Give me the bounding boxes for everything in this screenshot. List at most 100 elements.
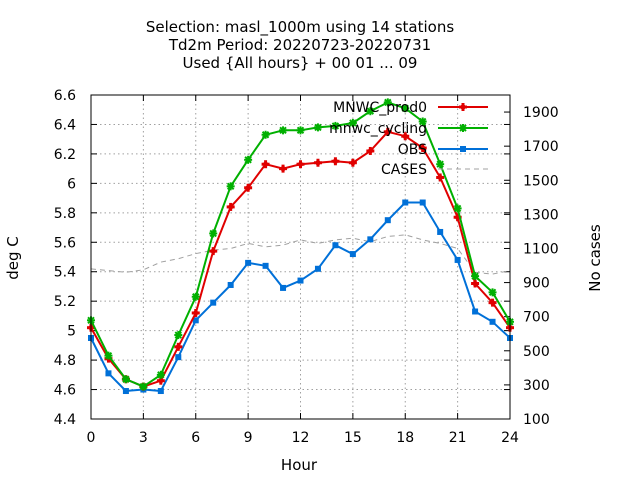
data-point [245, 259, 252, 266]
data-point [139, 382, 148, 391]
x-tick-label: 21 [449, 430, 467, 446]
data-point [348, 158, 357, 167]
y2-tick-label: 1300 [523, 207, 559, 223]
data-point [297, 277, 304, 284]
data-point [366, 107, 375, 116]
data-point [191, 308, 200, 317]
y2-tick-label: 1500 [523, 173, 559, 189]
y-axis-label: deg C [4, 236, 22, 280]
series-MNWC_prod0 [87, 127, 514, 391]
y-tick-label: 4.4 [54, 412, 76, 428]
x-tick-label: 9 [244, 430, 253, 446]
series-line [90, 234, 511, 275]
x-tick-label: 3 [139, 430, 148, 446]
data-point [261, 160, 270, 169]
title-line: Selection: masl_1000m using 14 stations [146, 18, 455, 37]
data-point [192, 317, 199, 324]
data-point [261, 130, 270, 139]
data-point [453, 204, 462, 213]
data-point [471, 279, 480, 288]
y2-tick-label: 1100 [523, 241, 559, 257]
x-tick-label: 18 [396, 430, 414, 446]
data-point [313, 123, 322, 132]
data-point [191, 292, 200, 301]
data-point [488, 298, 497, 307]
x-axis-ticks: 0 3 6 9 12 15 18 21 24 [87, 95, 519, 446]
data-point [418, 144, 427, 153]
x-tick-label: 24 [501, 430, 519, 446]
data-point [366, 146, 375, 155]
data-point [209, 229, 218, 238]
legend: MNWC_prod0 mnwc_cycling OBS CASES [329, 100, 488, 178]
data-point [419, 199, 426, 206]
data-point [436, 173, 445, 182]
data-point [471, 272, 480, 281]
data-point [348, 118, 357, 127]
data-point [296, 160, 305, 169]
data-point [383, 127, 392, 136]
data-point [227, 281, 234, 288]
x-tick-label: 0 [87, 430, 96, 446]
y2-tick-label: 1700 [523, 139, 559, 155]
y2-tick-label: 900 [523, 276, 550, 292]
data-point [436, 160, 445, 169]
data-point [331, 121, 340, 130]
data-point [174, 342, 183, 351]
data-point [418, 117, 427, 126]
legend-marker [459, 124, 467, 132]
series-OBS [88, 199, 513, 395]
data-point [226, 182, 235, 191]
legend-marker [459, 103, 467, 111]
y-tick-label: 6.6 [54, 88, 76, 104]
grid [91, 95, 510, 419]
y-tick-label: 6 [67, 176, 76, 192]
data-point [383, 98, 392, 107]
data-point [488, 288, 497, 297]
y2-axis-ticks: 100 300 500 700 900 1100 1300 1500 1700 1900 [504, 105, 559, 428]
y2-tick-label: 1900 [523, 105, 559, 121]
data-point [437, 228, 444, 235]
data-point [157, 388, 164, 395]
data-point [280, 284, 287, 291]
data-point [402, 199, 409, 206]
data-point [156, 370, 165, 379]
y2-tick-label: 300 [523, 378, 550, 394]
y-tick-label: 5.8 [54, 206, 76, 222]
data-point [332, 242, 339, 249]
y2-tick-label: 500 [523, 344, 550, 360]
data-point [279, 164, 288, 173]
data-point [314, 265, 321, 272]
series-CASES [90, 234, 511, 275]
series [87, 98, 514, 395]
data-point [209, 247, 218, 256]
data-point [175, 354, 182, 361]
plot-frame [90, 94, 511, 420]
data-point [349, 251, 356, 258]
y-tick-label: 4.6 [54, 383, 76, 399]
data-point [296, 126, 305, 135]
data-point [454, 256, 461, 263]
data-point [384, 217, 391, 224]
data-point [226, 202, 235, 211]
data-point [174, 331, 183, 340]
legend-marker [460, 146, 466, 152]
title-line: Used {All hours} + 00 01 ... 09 [183, 54, 418, 72]
y-tick-label: 5 [67, 324, 76, 340]
y-tick-label: 5.2 [54, 294, 76, 310]
data-point [210, 299, 217, 306]
data-point [279, 126, 288, 135]
data-point [104, 351, 113, 360]
y-tick-label: 4.8 [54, 353, 76, 369]
data-point [313, 158, 322, 167]
title-line: Td2m Period: 20220723-20220731 [168, 36, 431, 54]
data-point [105, 370, 112, 377]
data-point [121, 375, 130, 384]
data-point [489, 318, 496, 325]
chart-title: Selection: masl_1000m using 14 stationsT… [146, 18, 455, 72]
data-point [262, 262, 269, 269]
data-point [401, 104, 410, 113]
data-point [244, 183, 253, 192]
x-tick-label: 12 [292, 430, 310, 446]
y-tick-label: 5.4 [54, 265, 76, 281]
y-tick-label: 6.4 [54, 117, 76, 133]
